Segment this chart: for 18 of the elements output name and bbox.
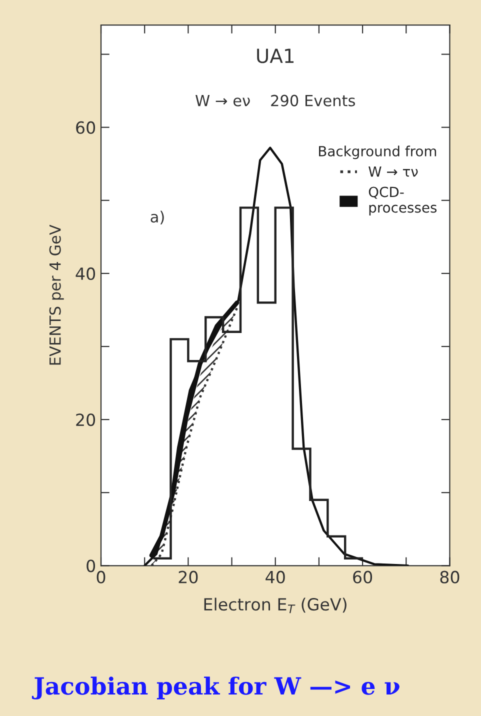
y-tick-label: 0	[86, 560, 96, 572]
x-tick-label: 0	[96, 570, 106, 584]
y-tick-label: 40	[76, 267, 96, 280]
text: UA1	[257, 48, 294, 64]
legend-label: W → τν	[368, 166, 418, 177]
annotation: a)	[150, 210, 164, 224]
text: W → eν 290 Events	[196, 94, 355, 106]
legend-title: Background from	[319, 146, 436, 160]
legend-label: QCD- processes	[368, 186, 437, 216]
y-axis-title: EVENTS per 4 GeV	[49, 224, 64, 365]
text: Jacobian peak for W —> e ν	[32, 676, 400, 700]
x-axis-title: Electron E$_{T}$ (GeV)	[204, 598, 346, 614]
x-tick-label: 40	[266, 570, 285, 584]
x-tick-label: 80	[440, 570, 460, 584]
y-tick-label: 20	[76, 414, 96, 426]
x-tick-label: 20	[178, 570, 198, 584]
x-tick-label: 60	[353, 570, 372, 584]
y-tick-label: 60	[76, 121, 96, 134]
